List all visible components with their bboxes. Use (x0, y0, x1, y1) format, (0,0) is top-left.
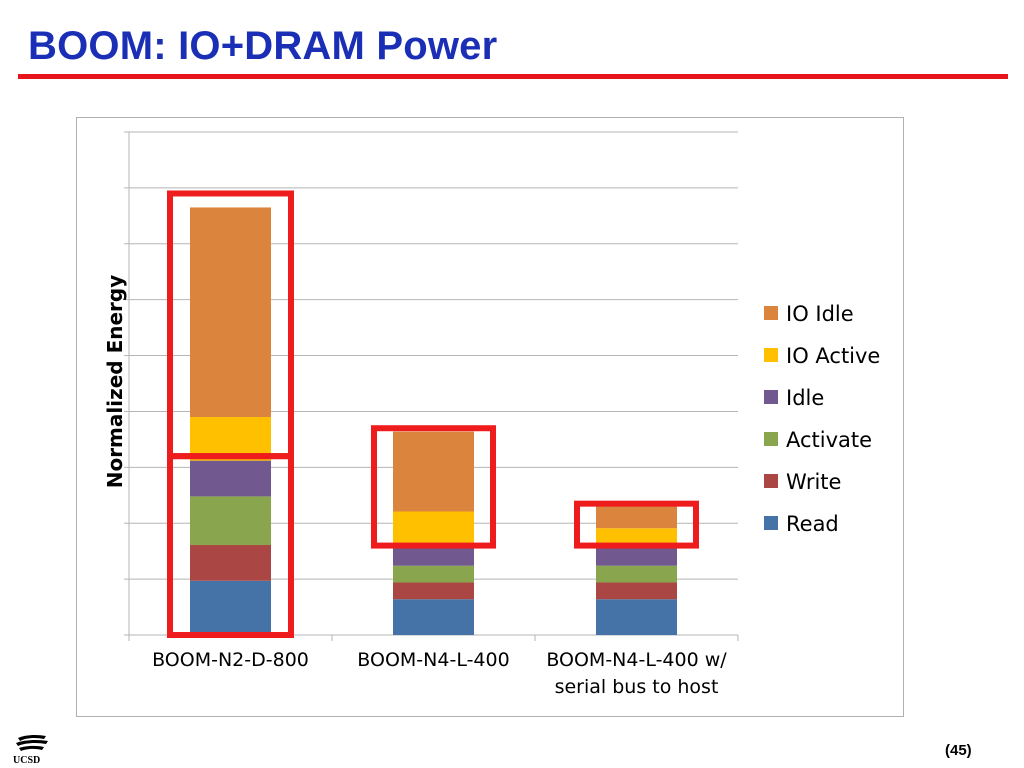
slide-title: BOOM: IO+DRAM Power (28, 24, 498, 68)
legend-label: IO Idle (786, 302, 854, 326)
highlight-box (574, 500, 699, 549)
logo-text: UCSD (13, 755, 41, 766)
bar-segment-idle (393, 545, 474, 566)
ucsd-logo-icon (16, 734, 48, 751)
legend-label: Write (786, 470, 841, 494)
bar-segment-idle (190, 460, 271, 497)
x-tick-label: BOOM-N4-L-400 w/ (546, 649, 727, 671)
legend-label: Activate (786, 428, 872, 452)
legend-label: Read (786, 512, 839, 536)
legend-label: IO Active (786, 344, 880, 368)
bar-segment-read (393, 599, 474, 635)
bar-segment-activate (393, 565, 474, 583)
page-number: (45) (945, 742, 972, 759)
chart-frame: BOOM-N2-D-800 BOOM-N4-L-400 BOOM-N4-L-400 … (76, 117, 904, 717)
bar-segment-write (190, 545, 271, 581)
bar-segment-activate (190, 496, 271, 546)
legend-swatch (764, 516, 778, 530)
highlight-box (371, 425, 496, 549)
title-rule (18, 74, 1008, 79)
legend-label: Idle (786, 386, 824, 410)
bar-segment-io-idle (190, 207, 271, 418)
bar-segment-io-active (596, 528, 677, 546)
bar-segment-idle (596, 545, 677, 566)
bar-segment-write (393, 582, 474, 600)
bar-segment-io-active (393, 511, 474, 546)
legend-swatch (764, 432, 778, 446)
legend-swatch (764, 306, 778, 320)
x-tick-label: BOOM-N2-D-800 (152, 649, 309, 671)
bar-segment-io-idle (596, 506, 677, 529)
y-axis-label: Normalized Energy (103, 275, 127, 489)
legend-swatch (764, 390, 778, 404)
legend-swatch (764, 348, 778, 362)
x-tick-label: BOOM-N4-L-400 (357, 649, 509, 671)
bar-segment-activate (596, 565, 677, 583)
bar-segment-read (190, 580, 271, 635)
legend-swatch (764, 474, 778, 488)
stacked-bar-chart: BOOM-N2-D-800 BOOM-N4-L-400 BOOM-N4-L-400 … (103, 131, 880, 698)
bar-segment-write (596, 582, 677, 600)
bar-segment-read (596, 599, 677, 635)
bar-segment-io-idle (393, 431, 474, 512)
x-tick-label: serial bus to host (555, 676, 719, 698)
highlight-box (167, 190, 294, 460)
